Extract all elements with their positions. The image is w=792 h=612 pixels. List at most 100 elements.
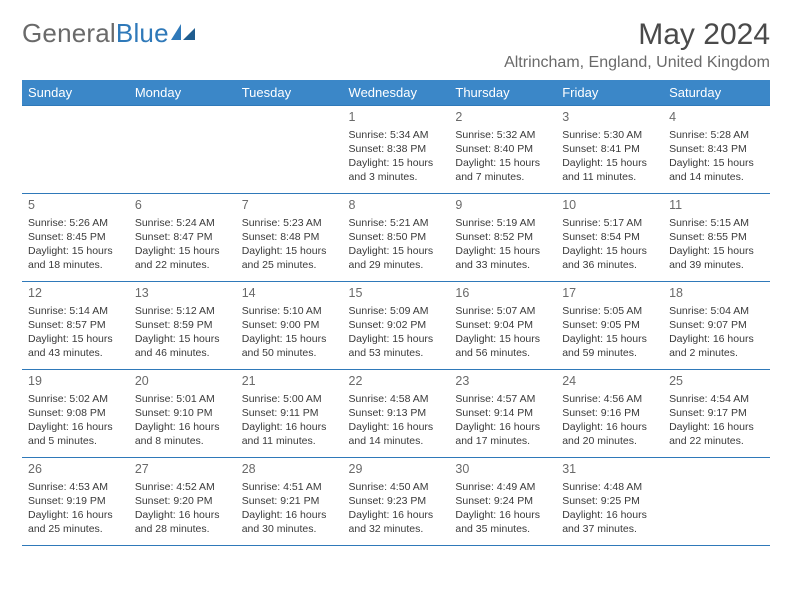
day-number: 25: [669, 373, 764, 390]
daylight-text: Daylight: 15 hours: [562, 332, 657, 346]
daylight-text: Daylight: 15 hours: [135, 332, 230, 346]
calendar-week-row: 26Sunrise: 4:53 AMSunset: 9:19 PMDayligh…: [22, 458, 770, 546]
sunrise-text: Sunrise: 5:34 AM: [349, 128, 444, 142]
calendar-cell: 11Sunrise: 5:15 AMSunset: 8:55 PMDayligh…: [663, 194, 770, 282]
day-number: 8: [349, 197, 444, 214]
sunset-text: Sunset: 8:47 PM: [135, 230, 230, 244]
sunrise-text: Sunrise: 4:54 AM: [669, 392, 764, 406]
sunset-text: Sunset: 8:52 PM: [455, 230, 550, 244]
daylight-text: and 25 minutes.: [242, 258, 337, 272]
daylight-text: and 32 minutes.: [349, 522, 444, 536]
day-number: 14: [242, 285, 337, 302]
daylight-text: Daylight: 16 hours: [562, 420, 657, 434]
day-number: 11: [669, 197, 764, 214]
sunrise-text: Sunrise: 4:56 AM: [562, 392, 657, 406]
sunset-text: Sunset: 8:57 PM: [28, 318, 123, 332]
calendar-cell: 16Sunrise: 5:07 AMSunset: 9:04 PMDayligh…: [449, 282, 556, 370]
daylight-text: and 3 minutes.: [349, 170, 444, 184]
day-number: 24: [562, 373, 657, 390]
daylight-text: Daylight: 15 hours: [562, 156, 657, 170]
sunrise-text: Sunrise: 5:30 AM: [562, 128, 657, 142]
calendar-cell: 22Sunrise: 4:58 AMSunset: 9:13 PMDayligh…: [343, 370, 450, 458]
sunrise-text: Sunrise: 5:04 AM: [669, 304, 764, 318]
sunset-text: Sunset: 8:48 PM: [242, 230, 337, 244]
calendar-cell: 31Sunrise: 4:48 AMSunset: 9:25 PMDayligh…: [556, 458, 663, 546]
daylight-text: and 39 minutes.: [669, 258, 764, 272]
sunrise-text: Sunrise: 5:24 AM: [135, 216, 230, 230]
calendar-cell: 4Sunrise: 5:28 AMSunset: 8:43 PMDaylight…: [663, 106, 770, 194]
calendar-cell: 23Sunrise: 4:57 AMSunset: 9:14 PMDayligh…: [449, 370, 556, 458]
daylight-text: Daylight: 15 hours: [669, 156, 764, 170]
day-number: 17: [562, 285, 657, 302]
day-number: 4: [669, 109, 764, 126]
calendar-cell: 3 Sunrise: 5:30 AMSunset: 8:41 PMDaylight…: [556, 106, 663, 194]
daylight-text: and 22 minutes.: [135, 258, 230, 272]
calendar-cell: 6Sunrise: 5:24 AMSunset: 8:47 PMDaylight…: [129, 194, 236, 282]
daylight-text: Daylight: 16 hours: [135, 420, 230, 434]
daylight-text: Daylight: 15 hours: [669, 244, 764, 258]
day-number: 3: [562, 109, 657, 126]
weekday-header: Saturday: [663, 80, 770, 106]
daylight-text: and 29 minutes.: [349, 258, 444, 272]
daylight-text: Daylight: 15 hours: [455, 332, 550, 346]
sunrise-text: Sunrise: 4:52 AM: [135, 480, 230, 494]
sunrise-text: Sunrise: 4:58 AM: [349, 392, 444, 406]
calendar-header-row: SundayMondayTuesdayWednesdayThursdayFrid…: [22, 80, 770, 106]
daylight-text: and 30 minutes.: [242, 522, 337, 536]
sunset-text: Sunset: 9:05 PM: [562, 318, 657, 332]
daylight-text: Daylight: 15 hours: [455, 156, 550, 170]
sunrise-text: Sunrise: 5:09 AM: [349, 304, 444, 318]
daylight-text: and 36 minutes.: [562, 258, 657, 272]
calendar-cell: [236, 106, 343, 194]
sunrise-text: Sunrise: 4:57 AM: [455, 392, 550, 406]
sail-icon: [171, 24, 195, 40]
sunrise-text: Sunrise: 5:23 AM: [242, 216, 337, 230]
weekday-header: Sunday: [22, 80, 129, 106]
daylight-text: and 46 minutes.: [135, 346, 230, 360]
sunset-text: Sunset: 8:54 PM: [562, 230, 657, 244]
day-number: 21: [242, 373, 337, 390]
calendar-cell: 25Sunrise: 4:54 AMSunset: 9:17 PMDayligh…: [663, 370, 770, 458]
daylight-text: and 50 minutes.: [242, 346, 337, 360]
calendar-cell: 17Sunrise: 5:05 AMSunset: 9:05 PMDayligh…: [556, 282, 663, 370]
calendar-cell: 19Sunrise: 5:02 AMSunset: 9:08 PMDayligh…: [22, 370, 129, 458]
sunset-text: Sunset: 8:43 PM: [669, 142, 764, 156]
sunset-text: Sunset: 9:24 PM: [455, 494, 550, 508]
sunset-text: Sunset: 9:02 PM: [349, 318, 444, 332]
calendar-cell: 12Sunrise: 5:14 AMSunset: 8:57 PMDayligh…: [22, 282, 129, 370]
daylight-text: Daylight: 16 hours: [28, 420, 123, 434]
sunrise-text: Sunrise: 5:10 AM: [242, 304, 337, 318]
calendar-cell: 1Sunrise: 5:34 AMSunset: 8:38 PMDaylight…: [343, 106, 450, 194]
sunset-text: Sunset: 8:38 PM: [349, 142, 444, 156]
day-number: 31: [562, 461, 657, 478]
sunrise-text: Sunrise: 5:26 AM: [28, 216, 123, 230]
sunset-text: Sunset: 8:50 PM: [349, 230, 444, 244]
day-number: 22: [349, 373, 444, 390]
calendar-cell: 8Sunrise: 5:21 AMSunset: 8:50 PMDaylight…: [343, 194, 450, 282]
day-number: 1: [349, 109, 444, 126]
calendar-cell: 21Sunrise: 5:00 AMSunset: 9:11 PMDayligh…: [236, 370, 343, 458]
daylight-text: Daylight: 16 hours: [669, 420, 764, 434]
daylight-text: Daylight: 16 hours: [28, 508, 123, 522]
header: GeneralBlue May 2024 Altrincham, England…: [22, 18, 770, 78]
day-number: 29: [349, 461, 444, 478]
sunrise-text: Sunrise: 5:32 AM: [455, 128, 550, 142]
sunrise-text: Sunrise: 4:53 AM: [28, 480, 123, 494]
daylight-text: Daylight: 16 hours: [669, 332, 764, 346]
day-number: 30: [455, 461, 550, 478]
sunset-text: Sunset: 8:41 PM: [562, 142, 657, 156]
daylight-text: and 22 minutes.: [669, 434, 764, 448]
sunset-text: Sunset: 8:45 PM: [28, 230, 123, 244]
sunrise-text: Sunrise: 5:12 AM: [135, 304, 230, 318]
daylight-text: Daylight: 16 hours: [562, 508, 657, 522]
day-number: 13: [135, 285, 230, 302]
calendar-cell: 13Sunrise: 5:12 AMSunset: 8:59 PMDayligh…: [129, 282, 236, 370]
sunrise-text: Sunrise: 4:51 AM: [242, 480, 337, 494]
day-number: 19: [28, 373, 123, 390]
day-number: 6: [135, 197, 230, 214]
daylight-text: Daylight: 15 hours: [455, 244, 550, 258]
daylight-text: and 37 minutes.: [562, 522, 657, 536]
daylight-text: and 11 minutes.: [242, 434, 337, 448]
daylight-text: Daylight: 15 hours: [28, 244, 123, 258]
weekday-header: Thursday: [449, 80, 556, 106]
